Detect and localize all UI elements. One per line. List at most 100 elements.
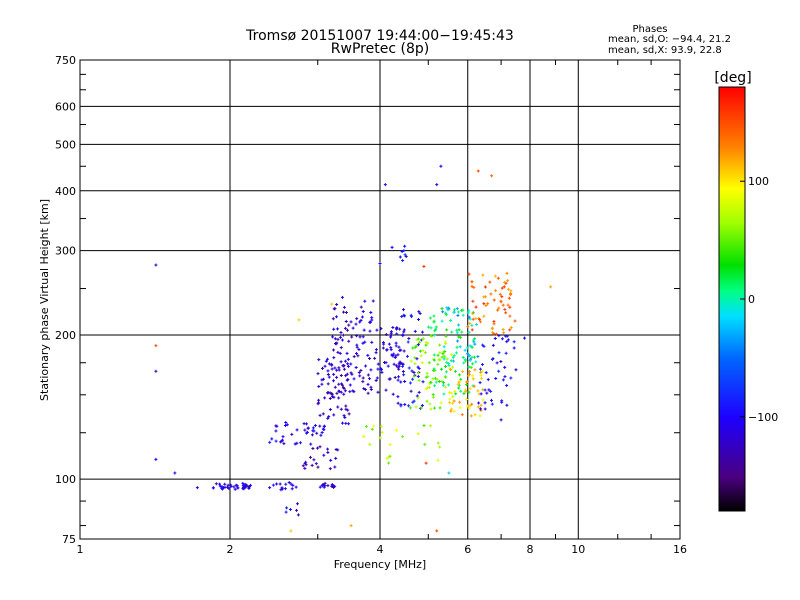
data-point [422,424,426,428]
data-point [401,370,405,374]
data-point [218,482,222,486]
data-point [335,368,339,372]
data-point [323,484,327,488]
data-point [397,367,401,371]
data-point [337,389,341,393]
data-point [402,330,406,334]
data-point [508,314,512,318]
data-point [318,424,322,428]
data-point [321,483,325,487]
data-point [268,486,272,490]
data-point [489,389,493,393]
data-point [464,389,468,393]
data-point [316,372,320,376]
data-point [500,295,504,299]
data-point [479,392,483,396]
data-point [496,276,500,280]
data-point [484,295,488,299]
data-point [326,369,330,373]
data-point [463,348,467,352]
data-point [447,364,451,368]
chart-title: Tromsø 20151007 19:44:00−19:45:43 [245,28,514,44]
data-point [330,362,334,366]
data-point [288,508,292,512]
data-point [432,320,436,324]
data-point [335,391,339,395]
data-point [427,325,431,329]
data-point [468,404,472,408]
data-point [345,378,349,382]
data-point [470,328,474,332]
data-point [473,368,477,372]
data-point [355,343,359,347]
data-point [491,343,495,347]
data-point [395,428,399,432]
data-point [396,378,400,382]
data-point [319,433,323,437]
y-tick-label: 750 [55,54,76,67]
data-point [390,353,394,357]
data-point [304,431,308,435]
data-point [339,335,343,339]
data-point [497,369,501,373]
data-point [325,357,329,361]
data-point [447,383,451,387]
data-point [465,404,469,408]
data-point [326,447,330,451]
data-point [394,344,398,348]
data-point [388,443,392,447]
data-point [470,280,474,284]
data-point [344,421,348,425]
data-point [303,428,307,432]
data-point [420,361,424,365]
data-point [472,286,476,290]
data-point [284,510,288,514]
data-point [411,377,415,381]
data-point [503,375,507,379]
data-point [480,377,484,381]
data-point [436,441,440,445]
data-point [403,244,407,248]
data-point [468,344,472,348]
data-point [419,406,423,410]
data-point [282,442,286,446]
data-point [490,326,494,330]
data-point [479,370,483,374]
data-point [344,407,348,411]
data-point [346,357,350,361]
data-point [451,356,455,360]
data-point [315,431,319,435]
data-point [449,353,453,357]
data-point [470,402,474,406]
data-point [317,398,321,402]
data-point [506,287,510,291]
data-point [477,401,481,405]
data-point [442,357,446,361]
y-tick-label: 600 [55,100,76,113]
data-point [478,414,482,418]
data-point [442,392,446,396]
data-point [429,407,433,411]
data-point [401,333,405,337]
data-point [343,359,347,363]
data-point [398,255,402,259]
data-point [373,356,377,360]
data-point [398,348,402,352]
data-point [374,351,378,355]
data-point [502,331,506,335]
data-point [421,337,425,341]
data-point [468,317,472,321]
data-point [458,379,462,383]
data-point [379,368,383,372]
data-point [284,482,288,486]
data-point [499,299,503,303]
data-point [335,341,339,345]
data-point [465,346,469,350]
data-point [326,372,330,376]
data-point [500,337,504,341]
data-point [504,311,508,315]
data-point [459,336,463,340]
data-point [339,346,343,350]
x-tick-label: 10 [571,543,585,556]
data-point [316,446,320,450]
